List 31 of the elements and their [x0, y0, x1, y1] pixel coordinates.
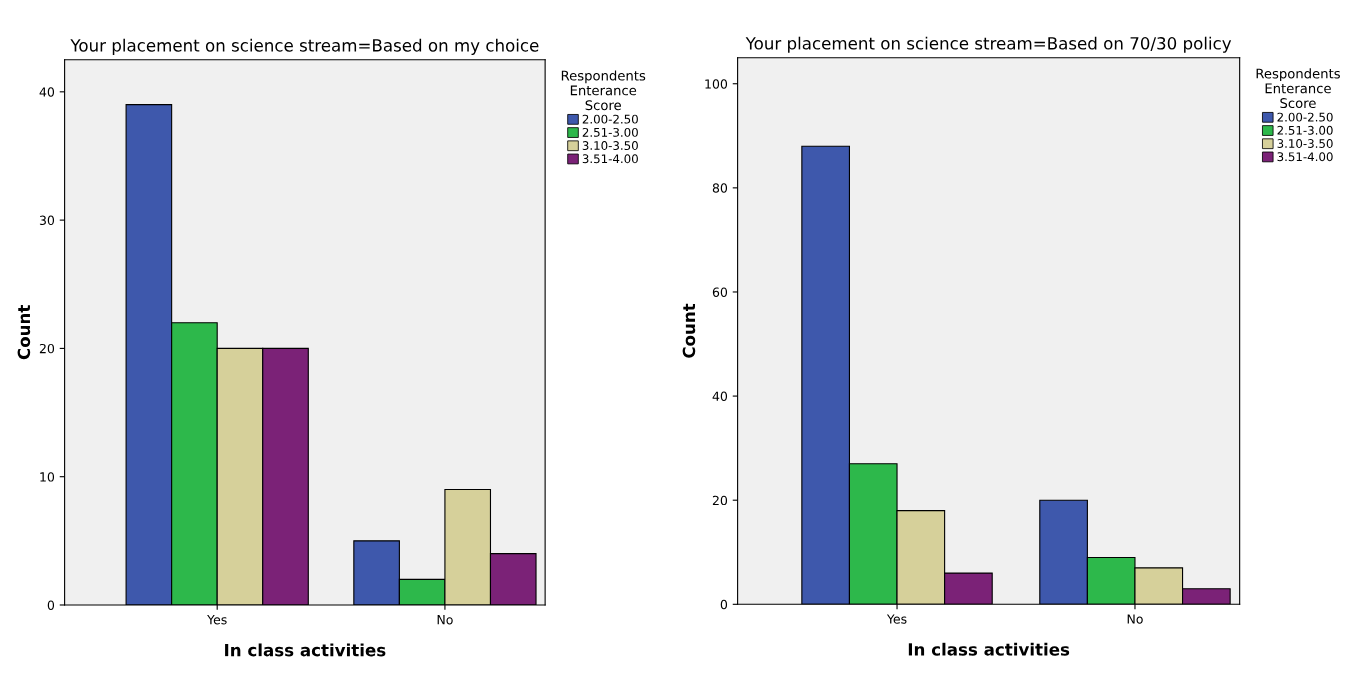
y-tick-label: 30: [39, 215, 55, 226]
y-tick-label: 10: [40, 472, 55, 482]
legend-label: 3.51-4.00: [582, 154, 638, 164]
x-tick-label: No: [437, 615, 453, 625]
y-tick-label: 0: [47, 600, 55, 610]
y-tick-label: 20: [39, 343, 55, 354]
y-axis-title: Count: [17, 305, 31, 360]
y-axis-title: Count: [682, 303, 696, 358]
y-tick-label: 0: [720, 599, 728, 610]
chart-title: Your placement on science stream=Based on 70/30 policy: [745, 36, 1232, 53]
x-axis-title: In class activities: [908, 642, 1070, 656]
legend-label: 2.51-3.00: [1277, 125, 1333, 135]
y-tick-label: 40: [39, 87, 55, 97]
legend-label: 2.51-3.00: [582, 127, 638, 137]
legend-label: 3.51-4.00: [1277, 152, 1333, 162]
y-tick-label: 100: [705, 79, 728, 89]
x-axis-title: In class activities: [225, 643, 386, 657]
x-tick-label: Yes: [207, 615, 227, 625]
legend-title: Respondents Enterance Score: [1256, 68, 1340, 109]
legend-label: 2.00-2.50: [1277, 112, 1333, 122]
legend-label: 2.00-2.50: [582, 114, 638, 124]
y-tick-label: 80: [712, 183, 728, 193]
y-tick-label: 20: [712, 495, 728, 506]
legend-label: 3.10-3.50: [1277, 139, 1333, 148]
legend-title: Respondents Enterance Score: [561, 70, 646, 111]
legend-label: 3.10-3.50: [582, 141, 638, 150]
x-tick-label: Yes: [886, 614, 907, 624]
chart-title: Your placement on science stream=Based on my choice: [70, 38, 539, 55]
y-tick-label: 40: [712, 391, 728, 402]
x-tick-label: No: [1127, 614, 1143, 624]
y-tick-label: 60: [712, 287, 728, 297]
